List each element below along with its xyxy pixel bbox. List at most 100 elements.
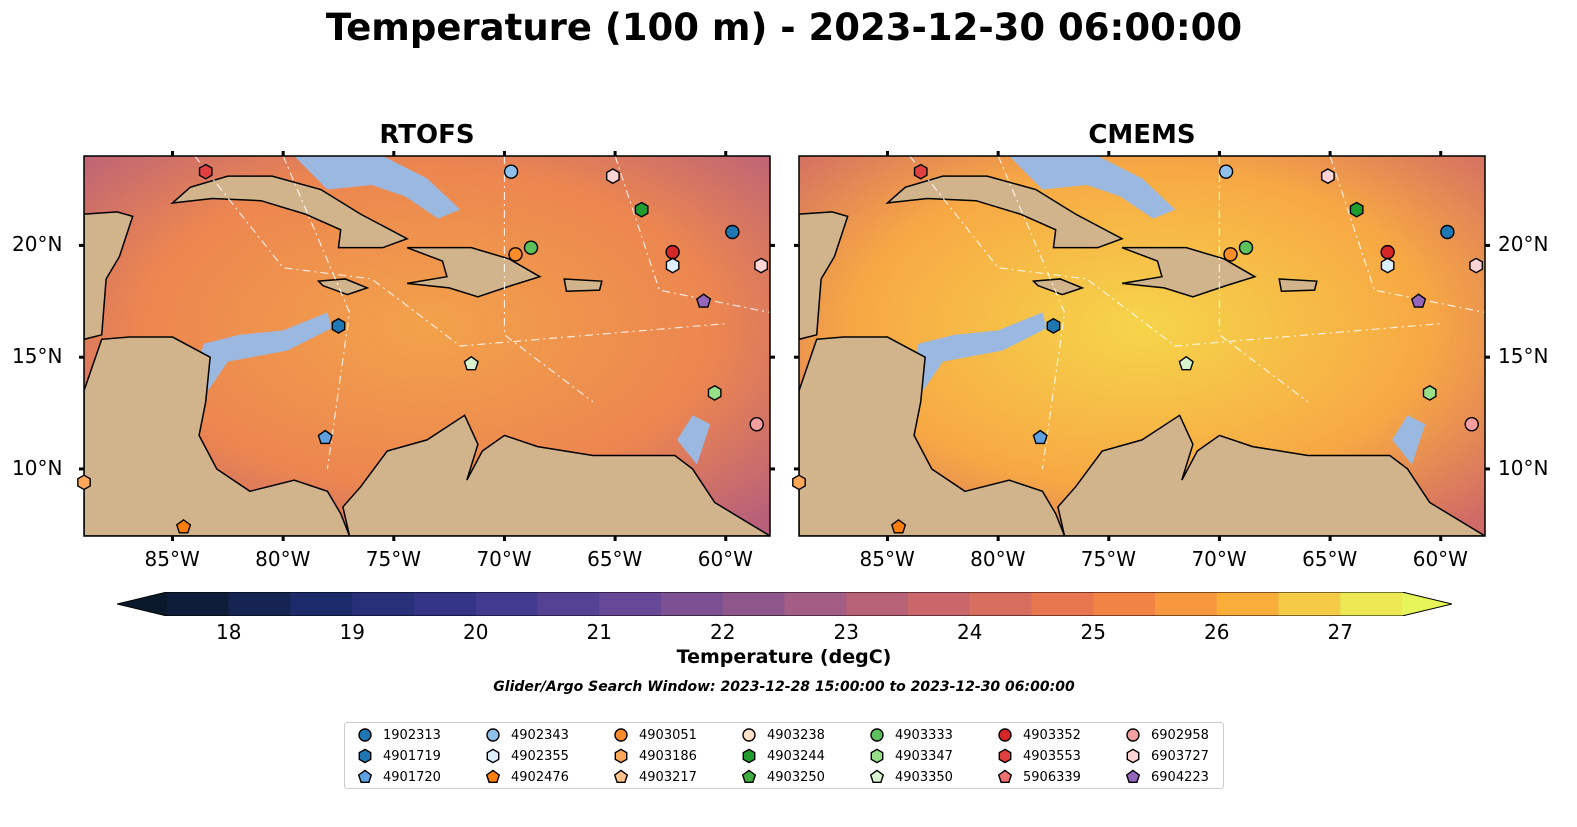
platform-4903244 bbox=[1349, 201, 1364, 218]
legend-marker-icon bbox=[1125, 769, 1141, 784]
land-cuba bbox=[885, 175, 1124, 249]
legend-item: 4903352 bbox=[995, 725, 1081, 745]
colorbar-tick-label: 18 bbox=[216, 620, 242, 644]
legend-marker bbox=[998, 728, 1012, 742]
legend-marker bbox=[1126, 728, 1140, 742]
land-central bbox=[84, 336, 351, 536]
panel-title-rtofs: RTOFS bbox=[379, 120, 475, 150]
legend-item: 4903350 bbox=[867, 767, 953, 787]
legend-marker bbox=[742, 748, 756, 764]
platform-6904223 bbox=[1410, 293, 1427, 308]
colorbar-bin bbox=[1155, 592, 1218, 616]
legend-item: 4903553 bbox=[995, 746, 1081, 766]
platform-6903727 bbox=[1469, 257, 1484, 274]
colorbar-bin bbox=[290, 592, 353, 616]
platform-4903244 bbox=[634, 201, 649, 218]
eez-boundary bbox=[1218, 156, 1309, 403]
colorbar-tick-label: 27 bbox=[1327, 620, 1353, 644]
legend-marker-icon bbox=[614, 748, 628, 764]
legend-item: 1902313 bbox=[355, 725, 441, 745]
legend-label: 6902958 bbox=[1151, 727, 1209, 743]
platform-4903347 bbox=[1422, 384, 1437, 401]
platform-4903350 bbox=[463, 355, 479, 371]
panel-title-cmems: CMEMS bbox=[1088, 120, 1196, 150]
legend-item: 4903347 bbox=[867, 746, 953, 766]
legend-item: 4903333 bbox=[867, 725, 953, 745]
colorbar-bin bbox=[1093, 592, 1156, 616]
colorbar-extend-low bbox=[117, 592, 167, 616]
y-tick-label: 10°N bbox=[1498, 455, 1549, 480]
platform-4902343 bbox=[503, 164, 519, 179]
legend-marker-icon bbox=[358, 748, 372, 764]
legend-label: 4903333 bbox=[895, 727, 953, 743]
legend-label: 4902343 bbox=[511, 727, 569, 743]
shallow-water-nicaraguan_rise bbox=[199, 312, 332, 391]
colorbar-tick-label: 23 bbox=[833, 620, 859, 644]
y-tick-label: 20°N bbox=[12, 232, 63, 257]
land-central bbox=[799, 336, 1066, 536]
colorbar-bin bbox=[969, 592, 1032, 616]
legend-marker-icon bbox=[614, 728, 628, 742]
legend-marker bbox=[869, 769, 885, 784]
colorbar-bin bbox=[908, 592, 971, 616]
colorbar-bin bbox=[599, 592, 662, 616]
colorbar-bin bbox=[722, 592, 785, 616]
x-tick-label: 65°W bbox=[1302, 547, 1358, 571]
shallow-water-bahamas bbox=[294, 156, 461, 219]
y-tick-label: 20°N bbox=[1498, 232, 1549, 257]
legend-item: 5906339 bbox=[995, 767, 1081, 787]
shallow-water-bank_se bbox=[677, 415, 711, 465]
land-hispaniola bbox=[406, 246, 542, 298]
platform-4902476 bbox=[890, 519, 907, 534]
colorbar-tick-label: 20 bbox=[463, 620, 489, 644]
colorbar-bin bbox=[537, 592, 600, 616]
eez-boundary bbox=[282, 156, 351, 470]
x-tick-label: 60°W bbox=[1412, 547, 1468, 571]
legend-marker bbox=[870, 728, 884, 742]
legend-item: 4902343 bbox=[483, 725, 569, 745]
legend-label: 6903727 bbox=[1151, 748, 1209, 764]
land-puertorico bbox=[1278, 278, 1318, 293]
colorbar-bin bbox=[352, 592, 415, 616]
legend-marker-icon bbox=[741, 769, 757, 784]
legend-marker bbox=[742, 728, 756, 742]
temperature-colorbar bbox=[117, 592, 1452, 616]
land-southamerica bbox=[1057, 414, 1485, 536]
platform-4903333 bbox=[523, 240, 539, 255]
x-tick-label: 70°W bbox=[1191, 547, 1247, 571]
map-frame bbox=[798, 155, 1486, 537]
legend-label: 4903347 bbox=[895, 748, 953, 764]
legend-label: 4903352 bbox=[1023, 727, 1081, 743]
legend-marker bbox=[486, 748, 500, 764]
eez-boundary bbox=[909, 156, 1441, 347]
colorbar-bin bbox=[167, 592, 230, 616]
land-yucatan bbox=[84, 211, 134, 341]
colorbar-label: Temperature (degC) bbox=[676, 646, 892, 668]
land-yucatan bbox=[799, 211, 849, 341]
legend-item: 4902476 bbox=[483, 767, 569, 787]
land-puertorico bbox=[563, 278, 603, 293]
land-jamaica bbox=[316, 278, 370, 296]
legend-label: 4903250 bbox=[767, 769, 825, 785]
legend-marker-icon bbox=[997, 769, 1013, 784]
colorbar-bin bbox=[228, 592, 291, 616]
legend-item: 6902958 bbox=[1123, 725, 1209, 745]
legend-label: 4903553 bbox=[1023, 748, 1081, 764]
platform-4903352 bbox=[1380, 244, 1395, 260]
platform-4903553 bbox=[198, 163, 213, 180]
platform-4903350 bbox=[1178, 355, 1194, 371]
legend-marker-icon bbox=[742, 748, 756, 764]
map-panel-rtofs bbox=[77, 151, 775, 541]
colorbar-bin bbox=[414, 592, 477, 616]
legend-marker bbox=[998, 748, 1012, 764]
map-frame bbox=[83, 155, 771, 537]
map-panel-cmems bbox=[792, 151, 1490, 541]
legend-marker bbox=[485, 769, 501, 784]
legend-marker bbox=[1126, 748, 1140, 764]
colorbar-bin bbox=[1278, 592, 1341, 616]
x-tick-label: 80°W bbox=[970, 547, 1026, 571]
eez-boundary bbox=[1329, 156, 1485, 314]
land-hispaniola bbox=[1121, 246, 1257, 298]
platform-6903727 bbox=[754, 257, 769, 274]
legend-label: 1902313 bbox=[383, 727, 441, 743]
